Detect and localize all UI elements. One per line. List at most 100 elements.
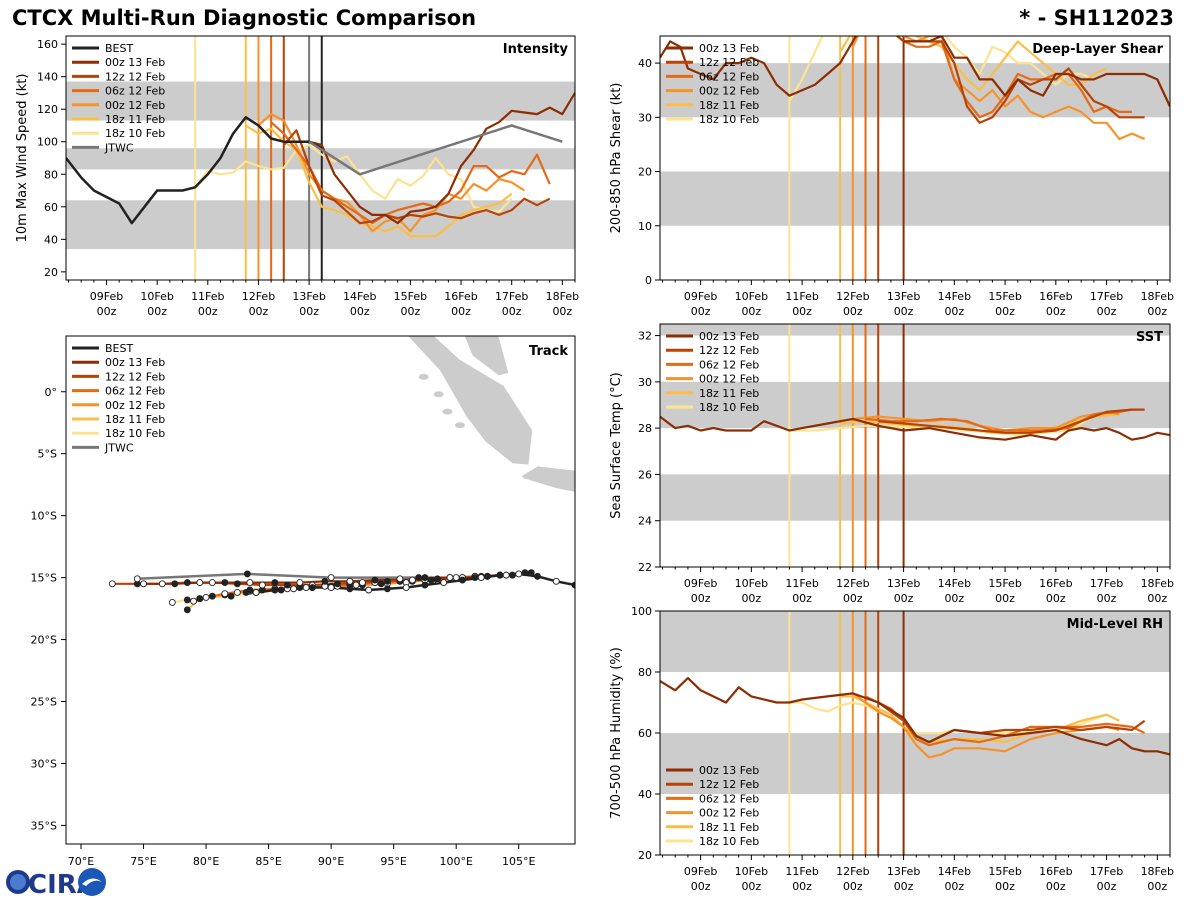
rh-series-run_00z13: [660, 676, 1170, 756]
track-point-run_06z12: [221, 590, 229, 598]
shear-xtick-label: 12Feb: [836, 290, 869, 303]
track-title: Track: [529, 344, 568, 359]
logo-globe-left-inner-icon: [10, 874, 26, 890]
rh-xtick-sublabel: 00z: [1147, 880, 1167, 893]
track-point-run_12z12: [183, 579, 191, 587]
rh-legend-label: 06z 12 Feb: [699, 792, 759, 805]
sst-xtick-label: 13Feb: [887, 577, 920, 590]
intensity-ytick-label: 40: [44, 233, 58, 246]
shear-plot-area: [660, 36, 1170, 280]
intensity-xtick-label: 11Feb: [191, 290, 224, 303]
intensity-xtick-label: 10Feb: [140, 290, 173, 303]
rh-shade-band: [660, 611, 1170, 672]
shear-ytick-label: 20: [638, 166, 652, 179]
shear-xtick-label: 15Feb: [988, 290, 1021, 303]
sst-xtick-sublabel: 00z: [894, 592, 914, 605]
rh-title: Mid-Level RH: [1067, 617, 1163, 632]
intensity-series-run_18z10: [194, 143, 513, 213]
track-point-jtwc: [327, 574, 335, 582]
intensity-xtick-sublabel: 00z: [502, 305, 522, 318]
sst-xtick-sublabel: 00z: [741, 592, 761, 605]
track-point-run_12z12: [333, 580, 341, 588]
sst-frame: [659, 323, 1171, 568]
sst-xtick-sublabel: 00z: [944, 592, 964, 605]
intensity-xtick-sublabel: 00z: [249, 305, 269, 318]
intensity-series-run_18z11: [245, 124, 513, 238]
rh-ytick-label: 80: [638, 666, 652, 679]
sst-xtick-sublabel: 00z: [995, 592, 1015, 605]
intensity-legend-label: 18z 11 Feb: [105, 113, 165, 126]
track-point-run_12z12: [433, 575, 441, 583]
track-land: [464, 336, 510, 376]
track-point-run_00z13: [421, 574, 429, 582]
rh-legend-label: 12z 12 Feb: [699, 778, 759, 791]
sst-xtick-label: 11Feb: [785, 577, 818, 590]
sst-xtick-label: 16Feb: [1039, 577, 1072, 590]
track-point-best: [383, 585, 391, 593]
rh-xtick-sublabel: 00z: [741, 880, 761, 893]
track-legend-bg: [69, 340, 169, 458]
shear-frame: [659, 35, 1171, 281]
sst-ytick-label: 32: [638, 330, 652, 343]
rh-xtick-label: 11Feb: [785, 865, 818, 878]
shear-series-run_18z11: [839, 36, 1108, 92]
sst-xtick-sublabel: 00z: [792, 592, 812, 605]
sst-legend-label: 00z 13 Feb: [699, 330, 759, 343]
intensity-ytick-label: 20: [44, 266, 58, 279]
track-frame: [65, 335, 576, 845]
intensity-series-run_06z12: [270, 121, 551, 225]
sst-title: SST: [1136, 330, 1163, 345]
track-point-run_00z13: [246, 579, 254, 587]
track-point-run_18z10: [452, 574, 460, 582]
track-point-run_00z12: [208, 592, 216, 600]
track-point-best: [552, 577, 560, 585]
intensity-legend-label: 18z 10 Feb: [105, 127, 165, 140]
track-point-run_00z13: [446, 574, 454, 582]
track-island: [454, 422, 465, 429]
track-ytick-label: 5°S: [38, 448, 57, 461]
rh-xtick-label: 09Feb: [684, 865, 717, 878]
panel-rh: 09Feb 00z 10Feb 00z 11Feb 00z 12Feb 00z 13Feb 00z…: [609, 605, 1174, 893]
shear-ylabel: 200-850 hPa Shear (kt): [609, 83, 624, 234]
rh-series-run_00z12: [852, 692, 1120, 759]
intensity-legend-label: 00z 12 Feb: [105, 99, 165, 112]
intensity-ytick-label: 60: [44, 201, 58, 214]
shear-xtick-sublabel: 00z: [995, 305, 1015, 318]
sst-xtick-sublabel: 00z: [1097, 592, 1117, 605]
track-legend-label: 06z 12 Feb: [105, 385, 165, 398]
intensity-legend-label: 00z 13 Feb: [105, 56, 165, 69]
track-point-run_12z12: [208, 579, 216, 587]
shear-title: Deep-Layer Shear: [1032, 42, 1163, 57]
track-point-run_12z12: [283, 581, 291, 589]
track-point-best: [242, 589, 250, 596]
track-ytick-label: 10°S: [31, 510, 57, 523]
track-legend-label: 18z 10 Feb: [105, 427, 165, 440]
track-point-run_12z12: [108, 580, 116, 588]
sst-shade-band: [660, 324, 1170, 336]
rh-ytick-label: 100: [631, 605, 652, 618]
track-xtick-label: 90°E: [318, 855, 344, 868]
rh-ylabel: 700-500 hPa Humidity (%): [609, 647, 624, 819]
rh-legend-label: 00z 13 Feb: [699, 764, 759, 777]
track-land: [407, 336, 533, 466]
intensity-xtick-label: 17Feb: [495, 290, 528, 303]
track-island: [433, 391, 444, 398]
intensity-xtick-sublabel: 00z: [350, 305, 370, 318]
sst-xtick-label: 17Feb: [1090, 577, 1123, 590]
track-ytick-label: 15°S: [31, 572, 57, 585]
intensity-xtick-sublabel: 00z: [198, 305, 218, 318]
sst-ylabel: Sea Surface Temp (°C): [609, 372, 624, 519]
track-point-run_00z13: [396, 575, 404, 583]
track-legend-label: 18z 11 Feb: [105, 413, 165, 426]
intensity-series-run_12z12: [282, 129, 551, 225]
shear-ytick-label: 0: [645, 274, 652, 287]
track-point-run_18z10: [427, 576, 435, 584]
track-island: [418, 373, 429, 380]
shear-xtick-label: 16Feb: [1039, 290, 1072, 303]
track-point-jtwc: [415, 574, 423, 582]
intensity-shade-band: [66, 148, 575, 170]
intensity-xtick-sublabel: 00z: [451, 305, 471, 318]
shear-xtick-sublabel: 00z: [792, 305, 812, 318]
track-ytick-label: 25°S: [31, 696, 57, 709]
